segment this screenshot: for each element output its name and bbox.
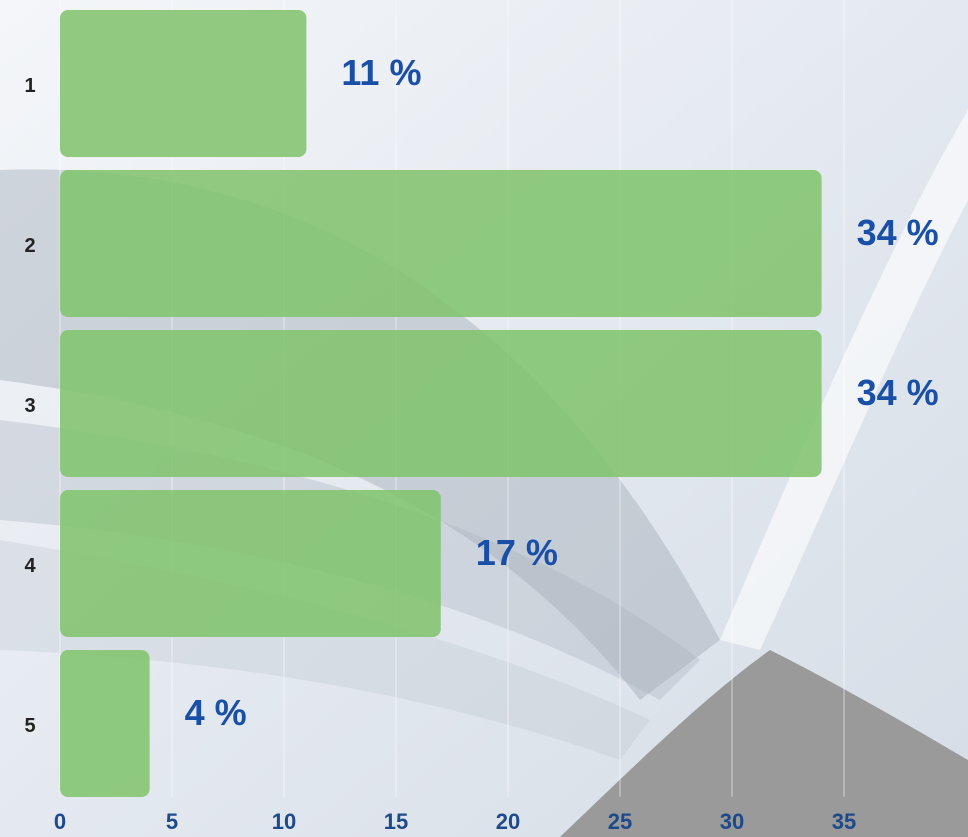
value-label: 11 %	[341, 52, 421, 93]
y-tick-label: 2	[24, 235, 35, 257]
x-tick-label: 20	[496, 809, 520, 834]
bar	[60, 490, 441, 637]
bar	[60, 650, 150, 797]
bar	[60, 10, 306, 157]
x-tick-label: 5	[166, 809, 178, 834]
y-tick-label: 1	[24, 75, 35, 97]
y-tick-label: 4	[24, 555, 36, 577]
x-tick-label: 35	[832, 809, 856, 834]
x-tick-label: 15	[384, 809, 408, 834]
y-tick-label: 3	[24, 395, 35, 417]
value-label: 34 %	[857, 372, 939, 413]
bar	[60, 330, 822, 477]
value-label: 34 %	[857, 212, 939, 253]
x-tick-label: 25	[608, 809, 632, 834]
value-label: 4 %	[185, 692, 247, 733]
x-tick-label: 10	[272, 809, 296, 834]
value-label: 17 %	[476, 532, 558, 573]
chart: 0 5 10 15 20 25 30 35 1 11 % 2 34 % 3 34 % 4 17 % 5 4 %	[0, 0, 968, 837]
bar	[60, 170, 822, 317]
x-tick-label: 30	[720, 809, 744, 834]
x-tick-label: 0	[54, 809, 66, 834]
y-tick-label: 5	[24, 715, 35, 737]
